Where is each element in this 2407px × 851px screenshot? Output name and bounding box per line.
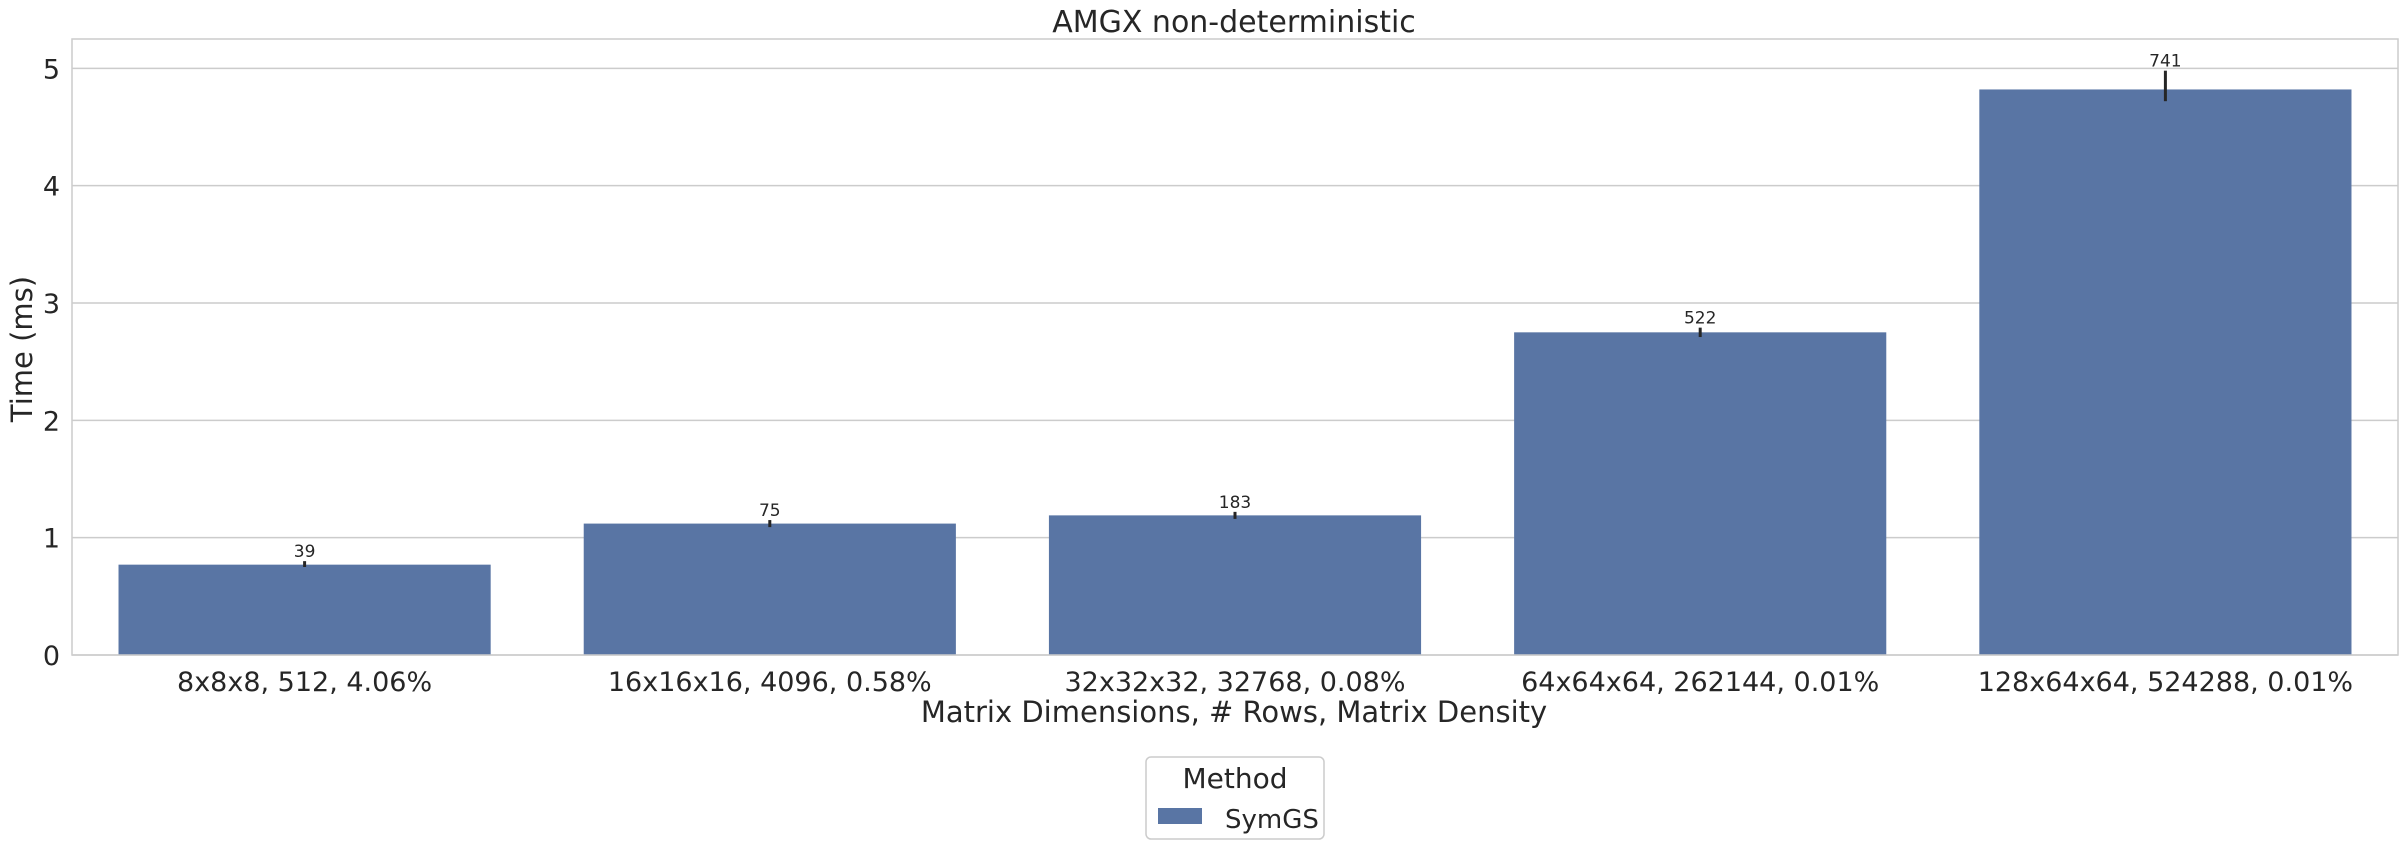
y-tick-label: 3: [43, 289, 60, 320]
bar-data-label: 39: [294, 542, 316, 562]
y-tick-label: 2: [43, 406, 60, 437]
legend-title: Method: [1182, 762, 1287, 795]
bar: [118, 564, 491, 655]
bar-data-labels: 39 75 183 522 741: [294, 52, 2182, 562]
plot-area-frame: [71, 38, 2399, 656]
bar-data-label: 75: [759, 501, 781, 521]
error-bars: [303, 70, 2167, 567]
bar: [1514, 332, 1887, 655]
bar: [1979, 89, 2352, 656]
bar: [583, 523, 956, 655]
legend-swatch: [1158, 808, 1202, 824]
bar-data-label: 522: [1684, 309, 1716, 329]
y-axis-label: Time (ms): [5, 276, 39, 423]
x-tick-label: 128x64x64, 524288, 0.01%: [1978, 667, 2353, 698]
y-tick-label: 0: [43, 641, 60, 672]
y-tick-label: 4: [43, 172, 60, 203]
legend-label: SymGS: [1225, 805, 1319, 835]
bars: [118, 89, 2352, 656]
x-tick-labels: 8x8x8, 512, 4.06% 16x16x16, 4096, 0.58% 32…: [177, 667, 2353, 698]
bar: [1048, 515, 1422, 655]
x-tick-label: 8x8x8, 512, 4.06%: [177, 667, 432, 698]
chart-title: AMGX non-deterministic: [1052, 5, 1416, 40]
y-tick-labels: 0 1 2 3 4 5: [43, 54, 60, 672]
x-tick-label: 16x16x16, 4096, 0.58%: [608, 667, 932, 698]
y-tick-label: 1: [43, 524, 60, 555]
legend: Method SymGS: [1145, 756, 1325, 840]
bar-data-label: 183: [1219, 493, 1251, 513]
x-tick-label: 64x64x64, 262144, 0.01%: [1521, 667, 1879, 698]
bar-data-label: 741: [2149, 52, 2181, 72]
y-tick-label: 5: [43, 54, 60, 85]
x-axis-label: Matrix Dimensions, # Rows, Matrix Densit…: [921, 695, 1547, 729]
x-tick-label: 32x32x32, 32768, 0.08%: [1064, 667, 1405, 698]
